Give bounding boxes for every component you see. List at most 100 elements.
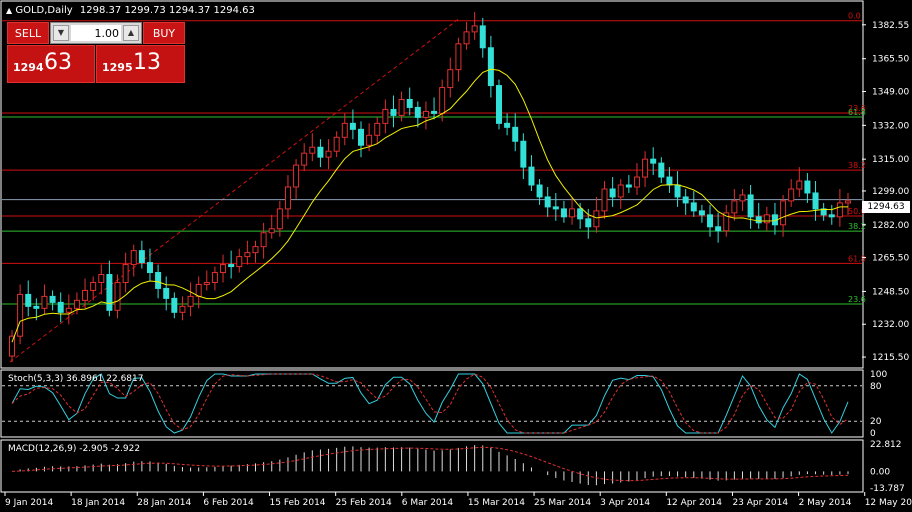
- price-tick-label: 1215.50: [872, 353, 909, 363]
- candles: [9, 11, 851, 363]
- candle-body: [276, 208, 283, 230]
- candle-body: [796, 180, 803, 190]
- macd-panel-frame: [0, 439, 864, 493]
- date-tick-label: 6 Mar 2014: [402, 498, 454, 508]
- candle-body: [293, 164, 300, 188]
- candle-body: [414, 106, 421, 118]
- candle-body: [398, 98, 405, 116]
- candle-body: [658, 162, 665, 178]
- candle-body: [236, 256, 243, 268]
- buy-price-small: 1295: [102, 61, 133, 74]
- ohlc-label: 1298.37 1299.73 1294.37 1294.63: [79, 5, 255, 16]
- candle-body: [130, 250, 137, 266]
- candle-body: [715, 226, 722, 232]
- stoch-tick-label: 100: [870, 370, 887, 380]
- candle-body: [471, 25, 478, 33]
- main-panel-frame: [0, 0, 864, 369]
- buy-button[interactable]: BUY: [143, 22, 185, 44]
- candle-body: [65, 307, 72, 313]
- candle-body: [366, 134, 373, 146]
- date-tick-label: 6 Feb 2014: [203, 498, 254, 508]
- date-tick-label: 12 Apr 2014: [666, 498, 722, 508]
- date-tick-label: 18 Jan 2014: [71, 498, 125, 508]
- candle-body: [512, 126, 519, 142]
- macd-histogram: [11, 445, 849, 486]
- date-tick-label: 25 Mar 2014: [534, 498, 591, 508]
- candle-body: [755, 216, 762, 224]
- candle-body: [601, 188, 608, 212]
- date-tick-label: 2 May 2014: [799, 498, 852, 508]
- stoch-panel-frame: [0, 369, 864, 438]
- candle-body: [569, 208, 576, 218]
- candle-body: [268, 228, 275, 234]
- candle-body: [528, 166, 535, 186]
- candle-body: [544, 196, 551, 208]
- candle-body: [431, 110, 438, 114]
- candle-body: [333, 136, 340, 152]
- candle-body: [33, 305, 40, 309]
- candle-body: [349, 122, 356, 130]
- candle-body: [812, 192, 819, 210]
- increase-lot-icon[interactable]: ▲: [123, 25, 139, 41]
- candle-body: [439, 87, 446, 114]
- stoch-tick-label: 20: [870, 417, 882, 427]
- lot-size-stepper[interactable]: ▼ ▲: [50, 22, 142, 44]
- candle-body: [317, 146, 324, 158]
- candle-body: [625, 184, 632, 188]
- candle-body: [325, 150, 332, 158]
- sell-button[interactable]: SELL: [7, 22, 49, 44]
- candle-body: [203, 281, 210, 285]
- candle-body: [17, 293, 24, 337]
- candle-body: [301, 152, 308, 166]
- candle-body: [788, 188, 795, 202]
- symbol-label: GOLD,Daily: [15, 5, 73, 16]
- macd-tick-label: 22.812: [870, 440, 902, 450]
- price-tick-label: 1332.00: [872, 121, 909, 131]
- buy-price-box[interactable]: 1295 13: [96, 45, 185, 83]
- candle-body: [560, 208, 567, 218]
- sell-price-box[interactable]: 1294 63: [7, 45, 95, 83]
- decrease-lot-icon[interactable]: ▼: [53, 25, 69, 41]
- candle-body: [585, 218, 592, 228]
- candle-body: [171, 297, 178, 313]
- date-tick-label: 15 Feb 2014: [270, 498, 326, 508]
- ma-line: [11, 68, 848, 343]
- candle-body: [98, 274, 105, 283]
- candle-body: [138, 250, 145, 264]
- candle-body: [487, 47, 494, 87]
- candle-body: [358, 128, 365, 146]
- fib-label: 61.8: [848, 108, 866, 117]
- price-tick-label: 1382.55: [872, 21, 909, 31]
- candle-body: [804, 180, 811, 194]
- candle-body: [49, 295, 56, 303]
- candle-body: [82, 289, 89, 301]
- price-tick-label: 1349.00: [872, 88, 909, 98]
- candle-body: [536, 184, 543, 198]
- lot-size-input[interactable]: [71, 25, 121, 41]
- fib-label: 61.8: [848, 254, 866, 263]
- candle-body: [479, 25, 486, 49]
- sell-price-small: 1294: [13, 61, 44, 74]
- candle-body: [552, 206, 559, 210]
- candle-body: [455, 43, 462, 71]
- collapse-triangle-icon[interactable]: ▲: [6, 6, 13, 15]
- candle-body: [390, 108, 397, 116]
- fib-label: 38.2: [848, 222, 866, 231]
- panel-frames: [0, 0, 864, 493]
- date-tick-label: 25 Feb 2014: [336, 498, 392, 508]
- buy-price-big: 13: [133, 50, 161, 75]
- candle-body: [228, 264, 235, 268]
- candle-body: [284, 186, 291, 210]
- candle-body: [739, 194, 746, 202]
- moving-average: [11, 68, 848, 343]
- candle-body: [179, 305, 186, 313]
- candle-body: [690, 202, 697, 212]
- date-tick-label: 3 Apr 2014: [600, 498, 650, 508]
- candle-body: [422, 110, 429, 118]
- candle-body: [187, 295, 194, 307]
- candle-body: [520, 140, 527, 168]
- macd-label: MACD(12,26,9) -2.905 -2.922: [8, 444, 141, 454]
- stoch-tick-label: 80: [870, 382, 882, 392]
- candle-body: [674, 184, 681, 198]
